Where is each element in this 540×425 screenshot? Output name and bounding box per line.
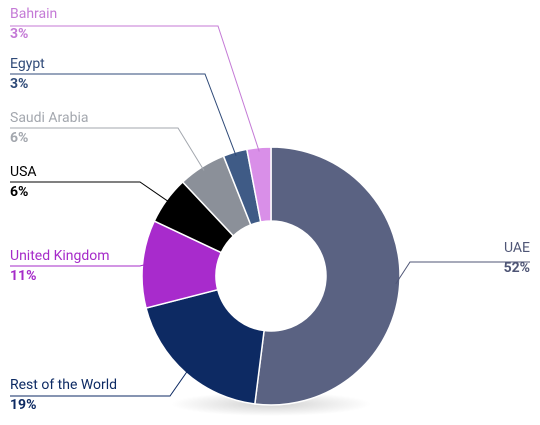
label-name: USA [10,164,37,180]
label-name: Rest of the World [10,377,117,393]
label-value: 3% [10,76,28,92]
label-name: Saudi Arabia [10,110,89,126]
label-name: Egypt [10,56,45,72]
label-value: 6% [10,130,28,146]
leader-line [395,261,530,285]
slice [145,288,265,405]
label-name: Bahrain [10,6,57,22]
label-value: 52% [504,260,530,276]
leader-line [10,181,171,203]
leader-line [10,73,237,157]
label-value: 11% [10,268,36,284]
leader-line [10,127,205,171]
label-name: United Kingdom [10,248,110,264]
slice [245,146,272,223]
label-name: UAE [504,240,530,256]
leader-line [10,25,260,152]
slice [253,146,401,406]
label-value: 3% [10,26,28,42]
label-value: 6% [10,184,28,200]
leader-line [10,263,147,267]
label-value: 19% [10,397,36,413]
leader-line [10,369,189,397]
